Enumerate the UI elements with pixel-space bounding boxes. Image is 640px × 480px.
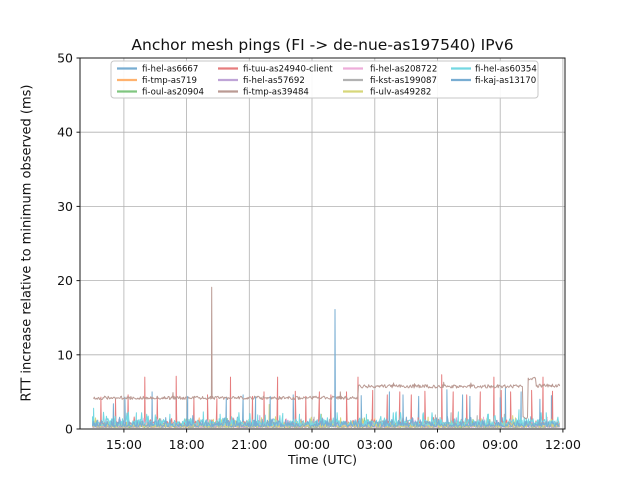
x-tick-label: 21:00 — [231, 437, 267, 452]
x-tick-label: 15:00 — [106, 437, 142, 452]
y-tick-label: 50 — [57, 51, 73, 66]
legend-label-fi-kst-as199087: fi-kst-as199087 — [370, 76, 437, 86]
y-tick-label: 10 — [57, 347, 73, 362]
y-tick-label: 40 — [57, 125, 73, 140]
legend-label-fi-hel-as208722: fi-hel-as208722 — [370, 65, 437, 75]
series-line-fi-tmp-as39484 — [93, 286, 561, 420]
legend-label-fi-tmp-as39484: fi-tmp-as39484 — [243, 88, 309, 98]
x-tick-label: 00:00 — [294, 437, 330, 452]
legend-label-fi-tuu-as24940-client: fi-tuu-as24940-client — [243, 65, 333, 75]
y-tick-label: 20 — [57, 273, 73, 288]
x-tick-label: 06:00 — [419, 437, 455, 452]
y-tick-label: 30 — [57, 199, 73, 214]
y-tick-label: 0 — [65, 422, 73, 437]
legend-label-fi-hel-as60354: fi-hel-as60354 — [475, 65, 537, 75]
plot-border — [79, 57, 566, 430]
x-tick-label: 09:00 — [482, 437, 518, 452]
series-line-fi-kaj-as13170 — [92, 309, 560, 427]
legend-label-fi-oul-as20904: fi-oul-as20904 — [142, 88, 204, 98]
legend-label-fi-ulv-as49282: fi-ulv-as49282 — [370, 88, 431, 98]
x-tick-label: 03:00 — [357, 437, 393, 452]
legend-label-fi-hel-as6667: fi-hel-as6667 — [142, 65, 198, 75]
x-tick-label: 18:00 — [169, 437, 205, 452]
series-line-fi-tuu-as24940-client — [92, 374, 560, 426]
x-axis-label: Time (UTC) — [287, 452, 358, 467]
legend-label-fi-kaj-as13170: fi-kaj-as13170 — [475, 76, 536, 86]
y-axis-label: RTT increase relative to minimum observe… — [19, 84, 35, 402]
x-tick-label: 12:00 — [545, 437, 581, 452]
chart-title: Anchor mesh pings (FI -> de-nue-as197540… — [131, 36, 514, 54]
legend-label-fi-hel-as57692: fi-hel-as57692 — [243, 76, 305, 86]
legend-label-fi-tmp-as719: fi-tmp-as719 — [142, 76, 197, 86]
legend-box — [110, 60, 539, 99]
